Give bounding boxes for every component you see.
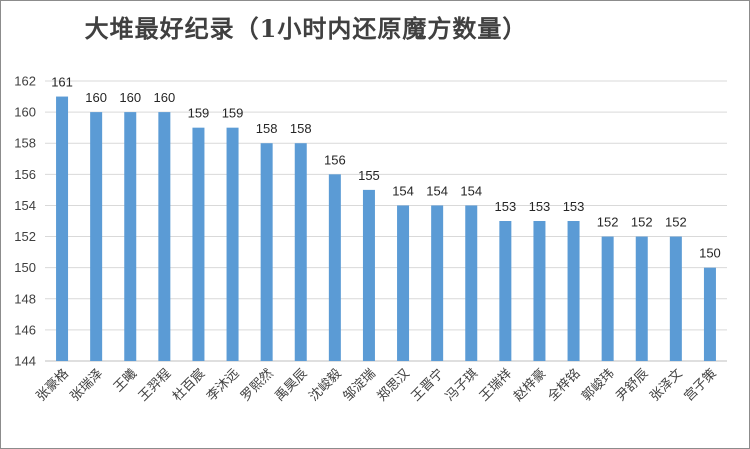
category-label: 王瑞祥 <box>477 366 515 404</box>
category-label: 张豪格 <box>33 366 72 405</box>
data-label: 158 <box>290 121 312 136</box>
data-label: 154 <box>392 183 414 198</box>
data-label: 160 <box>119 90 141 105</box>
data-label: 153 <box>529 199 551 214</box>
data-label: 153 <box>563 199 585 214</box>
category-label: 禹昊辰 <box>272 366 310 404</box>
data-label: 159 <box>188 106 210 121</box>
y-tick-label: 150 <box>14 260 36 275</box>
category-label: 罗熙然 <box>238 366 277 405</box>
bar <box>601 236 614 361</box>
data-label: 152 <box>597 215 619 230</box>
category-label: 宫子策 <box>681 366 720 405</box>
data-label: 154 <box>426 183 448 198</box>
bar <box>533 221 546 361</box>
category-label: 王晋宁 <box>408 366 447 405</box>
y-tick-label: 146 <box>14 322 36 337</box>
data-label: 150 <box>699 246 721 261</box>
bar <box>90 112 103 361</box>
bar <box>362 189 375 361</box>
category-label: 杜百宸 <box>169 366 208 405</box>
bar <box>56 96 69 362</box>
data-label: 159 <box>222 106 244 121</box>
y-tick-label: 158 <box>14 136 36 151</box>
bar <box>124 112 137 361</box>
y-tick-label: 144 <box>14 354 36 369</box>
category-label: 全梓铭 <box>544 366 583 405</box>
bar <box>397 205 410 361</box>
bar <box>669 236 682 361</box>
bar <box>294 143 307 361</box>
data-label: 160 <box>85 90 107 105</box>
data-label: 156 <box>324 152 346 167</box>
category-label: 王曦 <box>110 366 140 396</box>
category-label: 郭峻玮 <box>579 366 618 405</box>
data-label: 152 <box>631 215 653 230</box>
y-tick-label: 154 <box>14 198 36 213</box>
category-label: 冯子琪 <box>443 366 481 404</box>
category-label: 尹舒辰 <box>613 366 651 404</box>
data-label: 153 <box>494 199 516 214</box>
bar <box>431 205 444 361</box>
category-label: 沈峻毅 <box>306 366 345 405</box>
category-label: 李沐远 <box>204 366 242 404</box>
data-label: 152 <box>665 215 687 230</box>
bar <box>499 221 512 361</box>
y-tick-label: 162 <box>14 74 36 89</box>
bar <box>635 236 648 361</box>
y-tick-label: 148 <box>14 291 36 306</box>
bar <box>260 143 273 361</box>
y-tick-label: 160 <box>14 105 36 120</box>
category-label: 赵梓豪 <box>510 366 549 405</box>
category-label: 邹淀瑞 <box>340 366 379 405</box>
data-label: 155 <box>358 168 380 183</box>
category-label: 郑思汉 <box>375 366 413 404</box>
bar <box>192 127 205 362</box>
data-label: 154 <box>460 183 482 198</box>
bar <box>567 221 580 361</box>
bar <box>703 267 716 361</box>
y-tick-label: 156 <box>14 167 36 182</box>
category-label: 张泽文 <box>647 366 685 404</box>
data-label: 160 <box>153 90 175 105</box>
bar <box>226 127 239 362</box>
bar <box>328 174 341 361</box>
category-label: 王羿程 <box>136 366 174 404</box>
chart-title: 大堆最好纪录（1小时内还原魔方数量） <box>84 14 528 43</box>
y-tick-label: 152 <box>14 229 36 244</box>
category-label: 张瑞泽 <box>68 366 106 404</box>
bar <box>465 205 478 361</box>
bar <box>158 112 171 361</box>
data-label: 158 <box>256 121 278 136</box>
data-label: 161 <box>51 75 73 90</box>
